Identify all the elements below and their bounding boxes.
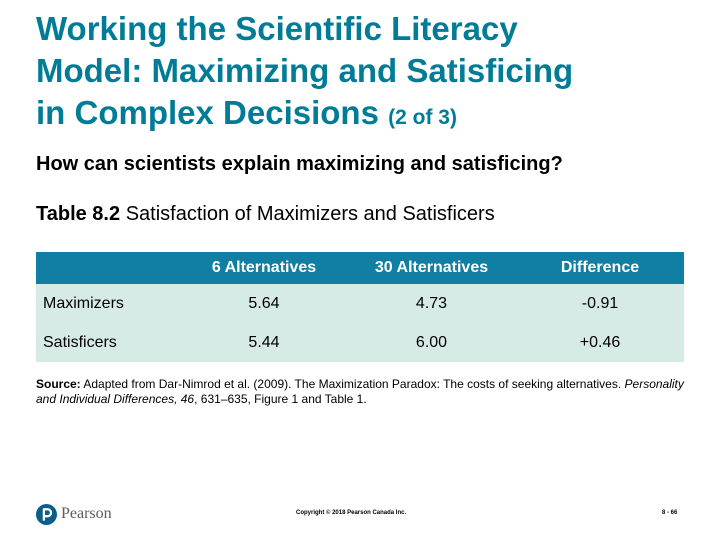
- copyright-notice: Copyright © 2018 Pearson Canada Inc.: [296, 510, 407, 516]
- table-cell: 5.64: [181, 284, 347, 323]
- table-header-cell: [36, 252, 181, 284]
- table-row: Satisficers 5.44 6.00 +0.46: [36, 323, 684, 362]
- pearson-logo-icon: [36, 503, 57, 525]
- title-part-indicator: (2 of 3): [388, 106, 457, 129]
- satisfaction-table: 6 Alternatives 30 Alternatives Differenc…: [36, 252, 684, 362]
- table-cell: -0.91: [516, 284, 684, 323]
- table-row-label: Maximizers: [36, 284, 181, 323]
- source-text: Adapted from Dar-Nimrod et al. (2009). T…: [83, 377, 622, 391]
- table-header-row: 6 Alternatives 30 Alternatives Differenc…: [36, 252, 684, 284]
- pearson-logo: Pearson: [36, 502, 112, 526]
- table-caption-text: Satisfaction of Maximizers and Satisfice…: [125, 203, 495, 225]
- source-pages: , 631–635, Figure 1 and Table 1.: [194, 392, 367, 406]
- table-row-label: Satisficers: [36, 323, 181, 362]
- slide-subtitle: How can scientists explain maximizing an…: [36, 153, 563, 175]
- table-cell: 6.00: [347, 323, 516, 362]
- source-lead: Source:: [36, 377, 81, 391]
- table-caption: Table 8.2 Satisfaction of Maximizers and…: [36, 201, 495, 227]
- table-cell: 5.44: [181, 323, 347, 362]
- table-header-cell: 30 Alternatives: [347, 252, 516, 284]
- title-line-1: Working the Scientific Literacy: [36, 10, 518, 47]
- page-number: 8 - 66: [662, 510, 678, 516]
- table-header-cell: Difference: [516, 252, 684, 284]
- title-line-3: in Complex Decisions: [36, 94, 379, 131]
- title-line-2: Model: Maximizing and Satisficing: [36, 52, 574, 89]
- table-cell: +0.46: [516, 323, 684, 362]
- source-citation: Source: Adapted from Dar-Nimrod et al. (…: [36, 377, 686, 407]
- table-cell: 4.73: [347, 284, 516, 323]
- source-journal: Personality and Individual Differences, …: [36, 377, 684, 406]
- slide-title: Working the Scientific Literacy Model: Ma…: [36, 8, 696, 139]
- table-caption-number: Table 8.2: [36, 203, 121, 225]
- table-row: Maximizers 5.64 4.73 -0.91: [36, 284, 684, 323]
- pearson-logo-text: Pearson: [61, 505, 112, 522]
- table-header-cell: 6 Alternatives: [181, 252, 347, 284]
